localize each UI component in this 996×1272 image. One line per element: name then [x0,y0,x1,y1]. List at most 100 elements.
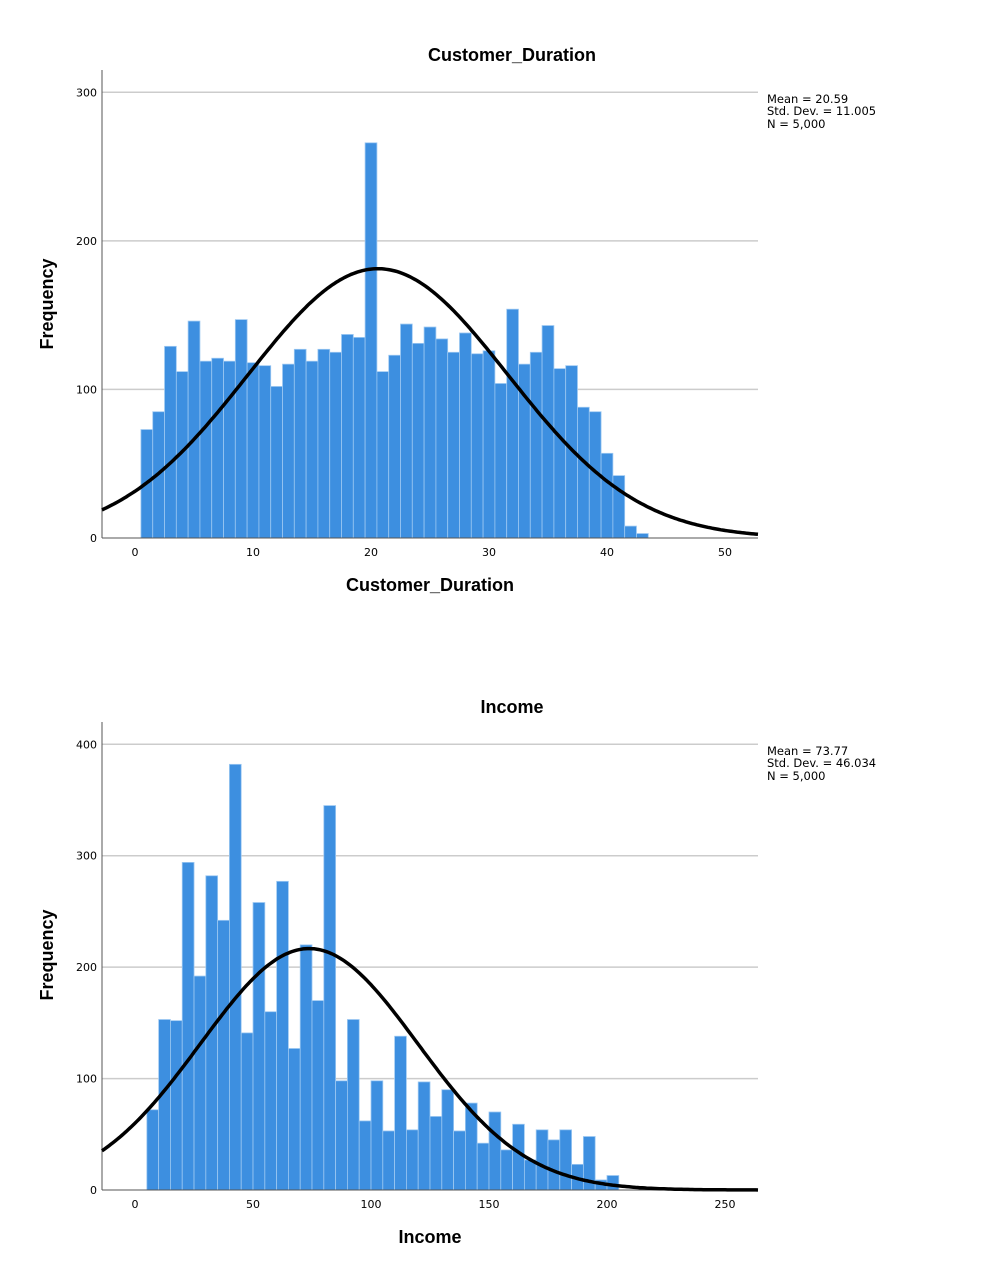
histogram-bar [341,334,354,539]
x-tick-label: 20 [364,546,378,559]
histogram-bar [252,902,266,1191]
histogram-bar [170,1020,183,1191]
histogram-bar [606,1175,620,1191]
histogram-bar [158,1019,171,1191]
histogram-bar [164,345,177,539]
histogram-bar [193,975,207,1191]
stat-std-dev: Std. Dev. = 11.005 [767,104,876,118]
stat-mean: Mean = 20.59 [767,92,848,106]
histogram-bar [264,1011,278,1191]
histogram-bar [211,357,224,539]
histogram-bar [293,348,307,539]
histogram-bar [240,1032,254,1191]
histogram-bar [553,368,567,539]
histogram-bar [447,351,460,539]
histogram-bar [577,406,590,539]
histogram-bar [258,365,272,539]
histogram-bar [476,1142,490,1191]
histogram-bar [529,351,543,539]
histogram-bar [423,326,437,539]
histogram-bar [305,360,319,539]
histogram-bar [417,1081,431,1191]
x-tick-label: 30 [482,546,496,559]
histogram-bar [388,354,401,539]
histogram-bar [470,353,484,539]
income-histogram: Income Income Frequency Mean = 73.77 Std… [37,697,876,1247]
histogram-bar [199,360,213,539]
x-tick-label: 100 [361,1198,382,1211]
y-tick-label: 0 [90,532,97,545]
x-axis-label: Income [398,1227,461,1247]
histogram-bar [559,1129,572,1191]
histogram-bar [370,1080,384,1191]
y-tick-label: 100 [76,383,97,396]
histogram-bar [288,1048,301,1191]
histogram-bar [411,342,425,539]
chart-title: Customer_Duration [428,45,596,65]
histogram-bar [282,363,295,539]
histogram-bar [512,1123,525,1191]
histogram-bar [541,325,555,539]
histogram-bar [494,383,508,539]
x-tick-label: 50 [718,546,732,559]
histogram-bar [500,1149,513,1191]
y-tick-label: 300 [76,86,97,99]
x-tick-label: 0 [132,1198,139,1211]
y-tick-label: 0 [90,1184,97,1197]
y-tick-label: 200 [76,235,97,248]
histogram-bar [406,1129,419,1191]
x-tick-label: 0 [132,546,139,559]
histogram-bar [329,351,342,539]
histogram-bar [352,337,366,539]
histogram-bar [376,371,390,539]
histogram-bar [435,338,449,539]
y-tick-label: 300 [76,850,97,863]
histogram-bar [488,1111,502,1191]
histogram-bar [146,1109,160,1191]
y-axis-label: Frequency [37,258,57,349]
histogram-bar [506,308,519,539]
histogram-bar [234,319,248,539]
histogram-bar [600,452,614,539]
normal-curve [101,266,759,537]
y-axis-label: Frequency [37,909,57,1000]
x-tick-label: 40 [600,546,614,559]
histogram-bar [323,805,337,1191]
customer-duration-histogram: Customer_Duration Customer_Duration Freq… [37,45,876,595]
histogram-bar [217,919,230,1191]
histogram-bar [276,880,289,1191]
stat-n: N = 5,000 [767,769,825,783]
x-axis-label: Customer_Duration [346,575,514,595]
histogram-bar [311,1000,325,1191]
normal-curve [101,946,759,1192]
histogram-bar [358,1120,372,1191]
histogram-bar [547,1139,561,1191]
x-tick-label: 200 [596,1198,617,1211]
histogram-bar [441,1089,454,1191]
x-tick-label: 250 [714,1198,735,1211]
histogram-bar [523,1159,537,1191]
histogram-bar [223,360,236,539]
histogram-bar [364,142,378,539]
stat-std-dev: Std. Dev. = 46.034 [767,756,876,770]
histogram-bar [482,350,496,539]
histogram-bar [535,1129,549,1191]
stat-n: N = 5,000 [767,117,825,131]
histogram-bar [270,386,283,539]
histogram-bar [429,1116,443,1191]
histogram-bar [453,1130,466,1191]
x-tick-label: 10 [246,546,260,559]
x-tick-label: 50 [246,1198,260,1211]
histogram-bar [624,525,637,539]
y-tick-label: 400 [76,738,97,751]
stat-mean: Mean = 73.77 [767,744,848,758]
chart-title: Income [480,697,543,717]
histogram-bar [246,362,260,539]
y-tick-label: 100 [76,1073,97,1086]
histogram-bar [400,323,413,539]
histogram-bar [382,1130,396,1191]
histogram-bar [299,944,313,1191]
histogram-bar [229,763,242,1191]
histogram-bar [459,332,472,539]
histogram-bar [394,1035,407,1191]
